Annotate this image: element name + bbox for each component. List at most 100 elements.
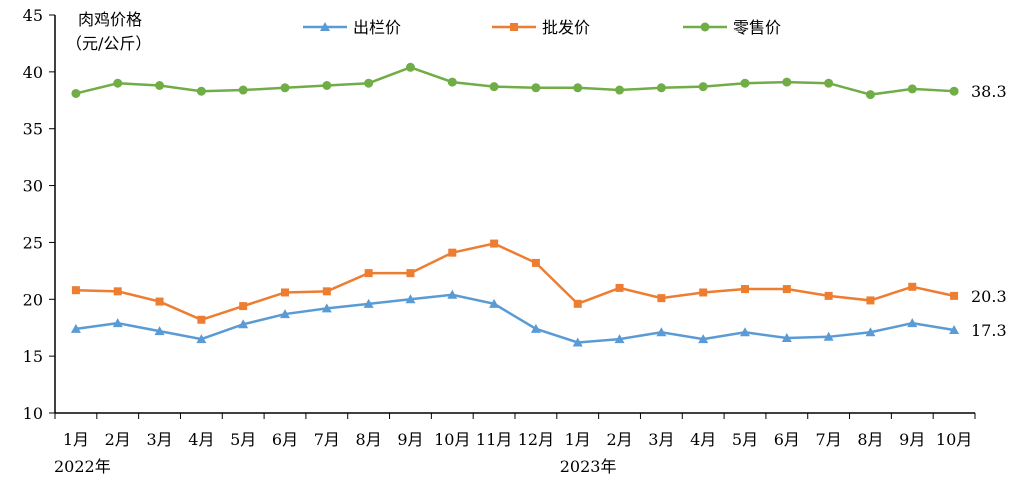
data-point <box>949 86 959 96</box>
legend-marker <box>510 23 518 31</box>
data-point <box>364 78 374 88</box>
legend-marker <box>700 22 710 32</box>
data-point <box>656 327 667 337</box>
x-tick-label: 1月 <box>63 430 89 449</box>
data-point <box>239 302 248 311</box>
x-tick-label: 8月 <box>356 430 382 449</box>
x-tick-label: 3月 <box>648 430 674 449</box>
x-tick-label: 6月 <box>774 430 800 449</box>
data-point <box>405 62 415 72</box>
data-point <box>950 291 959 300</box>
legend: 出栏价 批发价 零售价 <box>303 18 781 37</box>
y-axis-label-line1: 肉鸡价格 <box>78 10 142 29</box>
data-point <box>71 286 80 295</box>
legend-label: 零售价 <box>733 18 781 37</box>
y-tick-label: 30 <box>23 177 43 196</box>
data-point <box>155 297 164 306</box>
data-point <box>70 323 81 333</box>
x-tick-label: 11月 <box>476 430 512 449</box>
x-tick-label: 5月 <box>732 430 758 449</box>
data-point <box>281 288 289 297</box>
data-point <box>531 83 541 93</box>
x-tick-label: 9月 <box>397 430 423 449</box>
data-point <box>740 78 750 88</box>
series-line <box>75 65 955 96</box>
data-point <box>699 288 708 297</box>
data-point <box>782 285 791 294</box>
data-point <box>71 88 81 98</box>
legend-marker <box>320 22 330 31</box>
end-data-label: 38.3 <box>971 82 1007 101</box>
y-axis-label-line2: （元/公斤） <box>66 34 151 53</box>
data-point <box>196 86 206 96</box>
x-tick-label: 7月 <box>816 430 842 449</box>
series-group: 17.3 20.3 38.3 <box>70 62 1007 347</box>
y-tick-label: 10 <box>23 404 43 423</box>
legend-label: 批发价 <box>542 18 590 37</box>
x-tick-label: 10月 <box>434 430 470 449</box>
x-tick-label: 2月 <box>606 430 632 449</box>
x-tick-label: 10月 <box>936 430 972 449</box>
year-label: 2023年 <box>560 457 617 476</box>
data-point <box>490 239 499 248</box>
data-point <box>741 285 749 294</box>
x-tick-label: 4月 <box>188 430 214 449</box>
data-point <box>489 298 500 308</box>
data-point <box>322 287 331 296</box>
data-point <box>907 84 917 94</box>
x-tick-label: 7月 <box>314 430 340 449</box>
data-point <box>531 258 540 267</box>
data-point <box>615 85 625 95</box>
data-point <box>573 299 582 308</box>
series-square: 20.3 <box>71 239 1007 324</box>
data-point <box>949 324 960 334</box>
data-point <box>196 334 207 344</box>
data-point <box>154 326 165 336</box>
year-label: 2022年 <box>54 457 111 476</box>
series-triangle: 17.3 <box>70 289 1007 347</box>
y-tick-label: 25 <box>23 233 43 252</box>
data-point <box>865 90 875 100</box>
legend-label: 出栏价 <box>353 18 401 37</box>
data-point <box>781 332 792 342</box>
data-point <box>657 294 666 303</box>
data-point <box>908 282 917 291</box>
x-tick-label: 2月 <box>105 430 131 449</box>
data-point <box>740 327 750 337</box>
data-point <box>447 77 457 87</box>
data-point <box>112 318 123 328</box>
data-point <box>364 269 373 278</box>
data-point <box>866 296 875 305</box>
data-point <box>530 323 541 333</box>
series-circle: 38.3 <box>71 62 1007 101</box>
data-point <box>321 303 332 313</box>
data-point <box>489 82 499 92</box>
data-point <box>113 78 123 88</box>
data-point <box>322 81 332 91</box>
data-point <box>405 294 416 304</box>
data-point <box>698 334 709 344</box>
x-tick-label: 6月 <box>272 430 298 449</box>
data-point <box>572 337 583 347</box>
y-tick-label: 40 <box>23 63 43 82</box>
data-point <box>197 315 206 324</box>
data-point <box>698 82 708 92</box>
data-point <box>823 331 834 341</box>
data-point <box>907 318 918 328</box>
x-tick-label: 12月 <box>518 430 554 449</box>
x-tick-label: 1月 <box>565 430 591 449</box>
data-point <box>615 283 624 292</box>
data-point <box>656 83 666 93</box>
x-tick-label: 9月 <box>899 430 925 449</box>
data-point <box>363 298 374 308</box>
end-data-label: 20.3 <box>971 287 1007 306</box>
y-tick-label: 15 <box>23 347 43 366</box>
x-tick-label: 5月 <box>230 430 256 449</box>
data-point <box>113 287 122 296</box>
y-tick-label: 20 <box>23 290 43 309</box>
y-tick-label: 45 <box>23 6 43 25</box>
data-point <box>238 85 248 95</box>
axes: 10 15 20 25 30 35 40 45 1月 2月 3月 4月 5月 6月 7月 8月 9月 10月 11月… <box>23 6 976 476</box>
data-point <box>447 289 458 299</box>
